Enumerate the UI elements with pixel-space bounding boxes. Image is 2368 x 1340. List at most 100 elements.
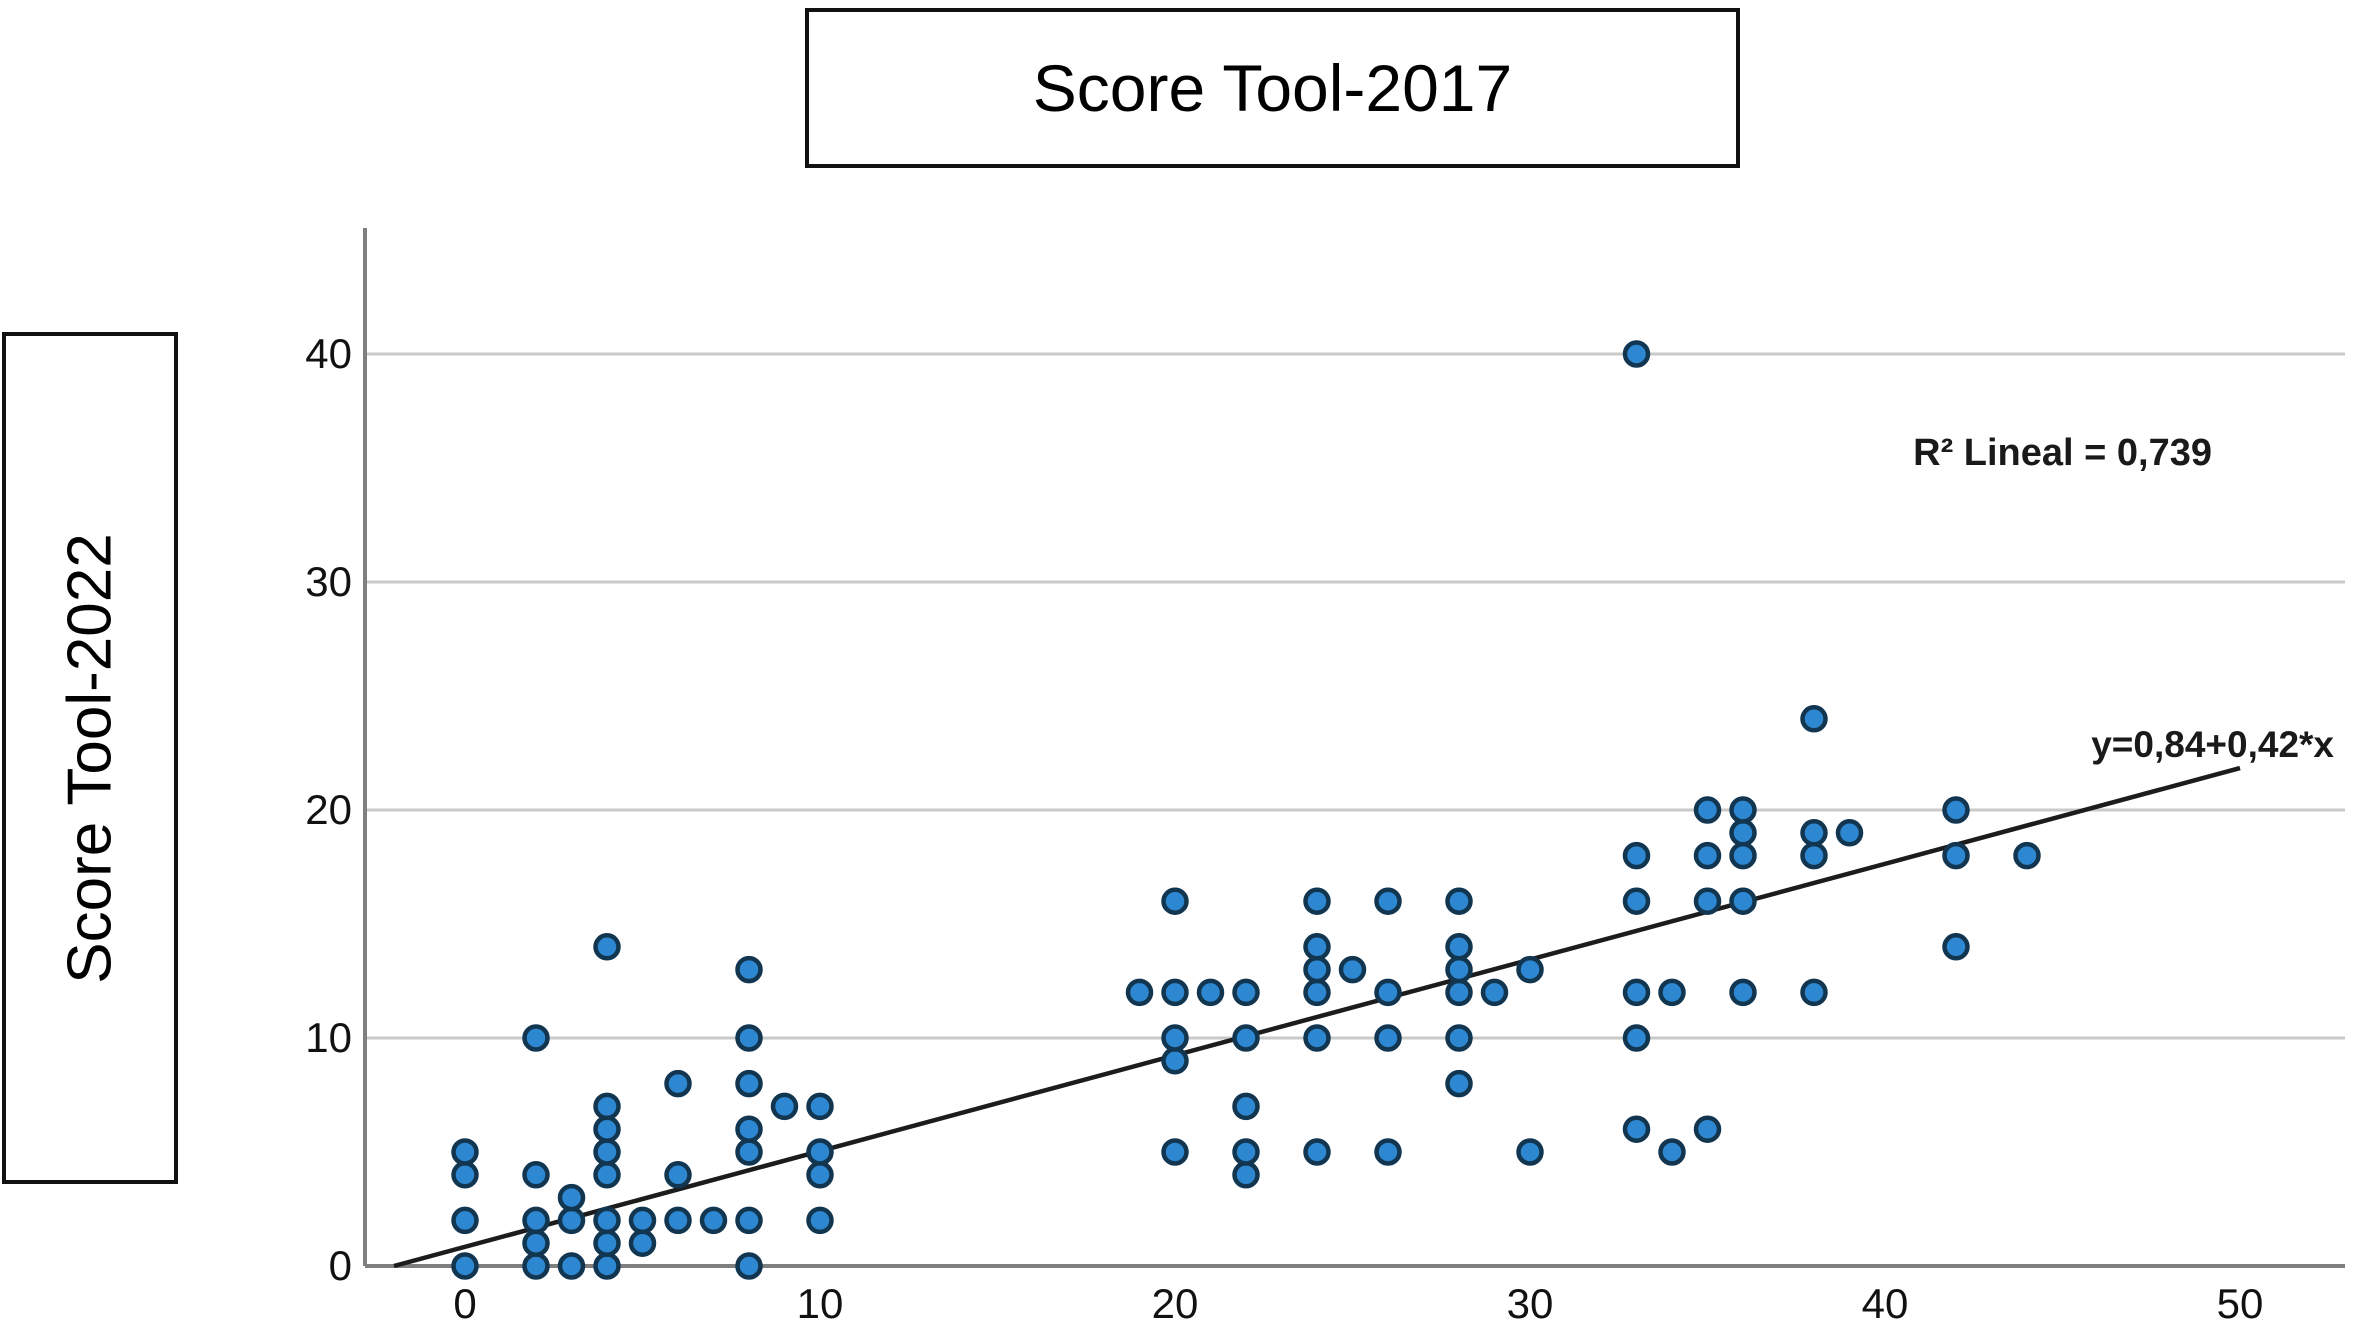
data-point bbox=[1232, 1024, 1260, 1052]
data-point bbox=[806, 1206, 834, 1235]
x-tick-label: 30 bbox=[1507, 1280, 1554, 1327]
data-point bbox=[735, 955, 763, 984]
chart-title: Score Tool-2017 bbox=[1032, 51, 1513, 125]
data-point bbox=[1374, 978, 1402, 1007]
data-point bbox=[593, 1252, 621, 1280]
data-point bbox=[1161, 887, 1189, 915]
data-point bbox=[1374, 1024, 1402, 1052]
title-box: Score Tool-2017 bbox=[805, 8, 1740, 168]
data-point bbox=[1303, 933, 1331, 961]
data-point bbox=[1303, 887, 1331, 915]
data-point bbox=[735, 1024, 763, 1052]
data-point bbox=[1303, 1138, 1331, 1166]
data-point bbox=[664, 1206, 692, 1235]
data-point bbox=[1622, 841, 1651, 870]
x-tick-label: 20 bbox=[1152, 1280, 1199, 1327]
data-point bbox=[1303, 955, 1331, 984]
data-point bbox=[735, 1138, 763, 1166]
data-point bbox=[522, 1229, 550, 1257]
data-point bbox=[1516, 1138, 1544, 1166]
data-point bbox=[1729, 841, 1757, 870]
data-point bbox=[1693, 841, 1722, 870]
x-tick-label: 10 bbox=[797, 1280, 844, 1327]
data-point bbox=[593, 1161, 621, 1189]
data-point bbox=[522, 1206, 550, 1235]
data-point bbox=[522, 1161, 550, 1189]
x-tick-label: 0 bbox=[453, 1280, 476, 1327]
data-point bbox=[593, 933, 621, 961]
data-point bbox=[1303, 1024, 1331, 1052]
data-point bbox=[1125, 978, 1154, 1007]
data-point bbox=[806, 1092, 834, 1121]
y-tick-label: 40 bbox=[305, 330, 352, 377]
data-point bbox=[1729, 796, 1757, 824]
data-point bbox=[1942, 841, 1970, 870]
data-point bbox=[1232, 978, 1260, 1007]
data-point bbox=[1622, 1024, 1651, 1052]
data-point bbox=[1445, 933, 1473, 961]
data-point bbox=[1693, 1115, 1722, 1143]
data-point bbox=[1338, 955, 1367, 984]
data-point bbox=[806, 1138, 834, 1166]
data-point bbox=[557, 1252, 586, 1280]
data-point bbox=[735, 1069, 763, 1098]
y-tick-label: 0 bbox=[329, 1242, 352, 1289]
data-point bbox=[593, 1138, 621, 1166]
data-point bbox=[1516, 955, 1544, 984]
data-point bbox=[1622, 340, 1651, 368]
data-point bbox=[1835, 819, 1864, 847]
data-point bbox=[770, 1092, 799, 1121]
data-point bbox=[557, 1206, 586, 1235]
data-point bbox=[593, 1229, 621, 1257]
data-point bbox=[1445, 1069, 1473, 1098]
data-point bbox=[1942, 933, 1970, 961]
data-point bbox=[1693, 796, 1722, 824]
data-point bbox=[1729, 887, 1757, 915]
data-point bbox=[1800, 819, 1828, 847]
data-point bbox=[1693, 887, 1722, 915]
data-point bbox=[451, 1161, 479, 1189]
data-point bbox=[522, 1252, 550, 1280]
data-point bbox=[628, 1206, 657, 1235]
data-point bbox=[451, 1206, 479, 1235]
equation-annotation: y=0,84+0,42*x bbox=[2091, 724, 2334, 765]
data-point bbox=[1729, 978, 1757, 1007]
data-point bbox=[1622, 887, 1651, 915]
data-point bbox=[1800, 978, 1828, 1007]
data-point bbox=[522, 1024, 550, 1052]
data-point bbox=[1942, 796, 1970, 824]
data-point bbox=[1658, 1138, 1686, 1166]
data-point bbox=[593, 1206, 621, 1235]
data-point bbox=[1161, 1024, 1189, 1052]
data-point bbox=[1196, 978, 1225, 1007]
data-point bbox=[735, 1252, 763, 1280]
data-point bbox=[1161, 1138, 1189, 1166]
data-point bbox=[628, 1229, 657, 1257]
data-point bbox=[1374, 887, 1402, 915]
y-tick-label: 30 bbox=[305, 558, 352, 605]
data-point bbox=[1445, 955, 1473, 984]
data-point bbox=[593, 1115, 621, 1143]
data-point bbox=[557, 1183, 586, 1212]
data-point bbox=[1445, 887, 1473, 915]
data-point bbox=[1658, 978, 1686, 1007]
data-point bbox=[699, 1206, 728, 1235]
data-point bbox=[1445, 978, 1473, 1007]
data-point bbox=[451, 1138, 479, 1166]
data-point bbox=[1232, 1092, 1260, 1121]
data-point bbox=[2013, 841, 2041, 870]
data-point bbox=[806, 1161, 834, 1189]
y-tick-label: 10 bbox=[305, 1014, 352, 1061]
data-point bbox=[735, 1115, 763, 1143]
data-point bbox=[1161, 1047, 1189, 1075]
data-point bbox=[1622, 978, 1651, 1007]
data-point bbox=[1800, 705, 1828, 733]
data-point bbox=[1480, 978, 1509, 1007]
y-tick-label: 20 bbox=[305, 786, 352, 833]
data-point bbox=[1622, 1115, 1651, 1143]
data-point bbox=[664, 1161, 692, 1189]
data-point bbox=[1161, 978, 1189, 1007]
data-point bbox=[593, 1092, 621, 1121]
